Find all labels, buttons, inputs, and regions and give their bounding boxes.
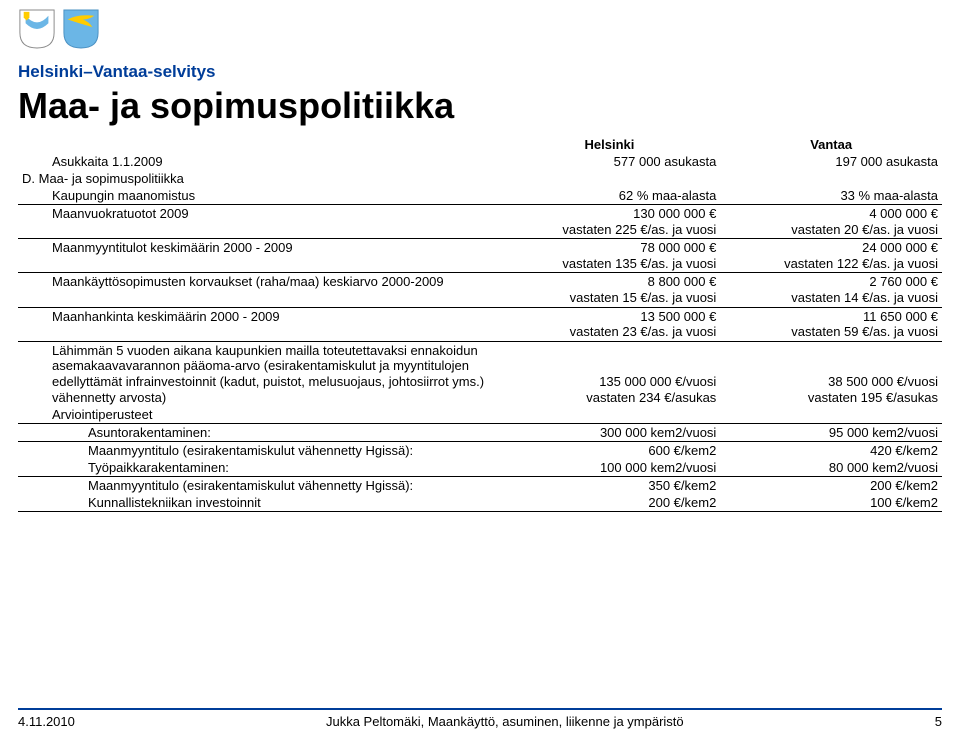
acq-vantaa: 11 650 000 € vastaten 59 €/as. ja vuosi (720, 307, 942, 341)
comp-vantaa: 2 760 000 € vastaten 14 €/as. ja vuosi (720, 273, 942, 307)
capital-h-per: vastaten 234 €/asukas (586, 390, 716, 405)
rent-v-value: 4 000 000 € (869, 206, 938, 221)
ownership-vantaa: 33 % maa-alasta (720, 187, 942, 204)
residents-label: Asukkaita 1.1.2009 (18, 153, 499, 170)
sales-h-value: 78 000 000 € (640, 240, 716, 255)
rent-h-per: vastaten 225 €/as. ja vuosi (562, 222, 716, 237)
rent-vantaa: 4 000 000 € vastaten 20 €/as. ja vuosi (720, 205, 942, 239)
rent-helsinki: 130 000 000 € vastaten 225 €/as. ja vuos… (499, 205, 721, 239)
criteria-label: Arviointiperusteet (18, 406, 499, 423)
jobs-vantaa: 80 000 kem2/vuosi (720, 459, 942, 476)
comp-label: Maankäyttösopimusten korvaukset (raha/ma… (18, 273, 499, 307)
survey-title: Helsinki–Vantaa-selvitys (18, 62, 216, 82)
income1-label: Maanmyyntitulo (esirakentamiskulut vähen… (18, 442, 499, 460)
sales-h-per: vastaten 135 €/as. ja vuosi (562, 256, 716, 271)
rent-v-per: vastaten 20 €/as. ja vuosi (791, 222, 938, 237)
table-row: Maankäyttösopimusten korvaukset (raha/ma… (18, 273, 942, 307)
acq-h-per: vastaten 23 €/as. ja vuosi (570, 324, 717, 339)
comp-v-per: vastaten 14 €/as. ja vuosi (791, 290, 938, 305)
table-row: Maanmyyntitulo (esirakentamiskulut vähen… (18, 477, 942, 495)
table-row: Maanmyyntitulot keskimäärin 2000 - 2009 … (18, 239, 942, 273)
table-row: D. Maa- ja sopimuspolitiikka (18, 170, 942, 187)
section-d-label: D. Maa- ja sopimuspolitiikka (18, 170, 499, 187)
acq-label: Maanhankinta keskimäärin 2000 - 2009 (18, 307, 499, 341)
comp-v-value: 2 760 000 € (869, 274, 938, 289)
footer-date: 4.11.2010 (18, 714, 75, 729)
table-row: Kaupungin maanomistus 62 % maa-alasta 33… (18, 187, 942, 204)
capital-h-value: 135 000 000 €/vuosi (599, 374, 716, 389)
page-footer: 4.11.2010 Jukka Peltomäki, Maankäyttö, a… (18, 708, 942, 729)
residents-vantaa: 197 000 asukasta (720, 153, 942, 170)
acq-v-value: 11 650 000 € (863, 309, 938, 324)
income1-vantaa: 420 €/kem2 (720, 442, 942, 460)
column-header-helsinki: Helsinki (499, 136, 721, 153)
table-row: Asukkaita 1.1.2009 577 000 asukasta 197 … (18, 153, 942, 170)
table-header-row: Helsinki Vantaa (18, 136, 942, 153)
capital-v-per: vastaten 195 €/asukas (808, 390, 938, 405)
ownership-label: Kaupungin maanomistus (18, 187, 499, 204)
income2-vantaa: 200 €/kem2 (720, 477, 942, 495)
ownership-helsinki: 62 % maa-alasta (499, 187, 721, 204)
sales-v-value: 24 000 000 € (862, 240, 938, 255)
table-row: Arviointiperusteet (18, 406, 942, 423)
table-row: Maanvuokratuotot 2009 130 000 000 € vast… (18, 205, 942, 239)
jobs-helsinki: 100 000 kem2/vuosi (499, 459, 721, 476)
housing-vantaa: 95 000 kem2/vuosi (720, 424, 942, 442)
housing-label: Asuntorakentaminen: (18, 424, 499, 442)
rent-label: Maanvuokratuotot 2009 (18, 205, 499, 239)
vantaa-crest-icon (62, 8, 100, 50)
infra-vantaa: 100 €/kem2 (720, 494, 942, 511)
comp-h-per: vastaten 15 €/as. ja vuosi (570, 290, 717, 305)
income2-label: Maanmyyntitulo (esirakentamiskulut vähen… (18, 477, 499, 495)
table-row: Kunnallistekniikan investoinnit 200 €/ke… (18, 494, 942, 511)
acq-h-value: 13 500 000 € (640, 309, 716, 324)
table-row: Lähimmän 5 vuoden aikana kaupunkien mail… (18, 341, 942, 406)
comp-helsinki: 8 800 000 € vastaten 15 €/as. ja vuosi (499, 273, 721, 307)
footer-author: Jukka Peltomäki, Maankäyttö, asuminen, l… (326, 714, 684, 729)
separator (18, 511, 942, 512)
sales-vantaa: 24 000 000 € vastaten 122 €/as. ja vuosi (720, 239, 942, 273)
rent-h-value: 130 000 000 € (633, 206, 716, 221)
sales-v-per: vastaten 122 €/as. ja vuosi (784, 256, 938, 271)
sales-helsinki: 78 000 000 € vastaten 135 €/as. ja vuosi (499, 239, 721, 273)
table-row: Työpaikkarakentaminen: 100 000 kem2/vuos… (18, 459, 942, 476)
income1-helsinki: 600 €/kem2 (499, 442, 721, 460)
footer-page-number: 5 (935, 714, 942, 729)
comp-h-value: 8 800 000 € (648, 274, 717, 289)
infra-label: Kunnallistekniikan investoinnit (18, 494, 499, 511)
acq-helsinki: 13 500 000 € vastaten 23 €/as. ja vuosi (499, 307, 721, 341)
infra-helsinki: 200 €/kem2 (499, 494, 721, 511)
page-title: Maa- ja sopimuspolitiikka (18, 85, 454, 127)
table-row: Asuntorakentaminen: 300 000 kem2/vuosi 9… (18, 424, 942, 442)
helsinki-crest-icon (18, 8, 56, 50)
capital-v-value: 38 500 000 €/vuosi (828, 374, 938, 389)
column-header-vantaa: Vantaa (720, 136, 942, 153)
residents-helsinki: 577 000 asukasta (499, 153, 721, 170)
comparison-table: Helsinki Vantaa Asukkaita 1.1.2009 577 0… (18, 136, 942, 512)
housing-helsinki: 300 000 kem2/vuosi (499, 424, 721, 442)
jobs-label: Työpaikkarakentaminen: (18, 459, 499, 476)
capital-helsinki: 135 000 000 €/vuosi vastaten 234 €/asuka… (499, 341, 721, 406)
logo-area (18, 8, 100, 50)
table-row: Maanmyyntitulo (esirakentamiskulut vähen… (18, 442, 942, 460)
capital-vantaa: 38 500 000 €/vuosi vastaten 195 €/asukas (720, 341, 942, 406)
table-row: Maanhankinta keskimäärin 2000 - 2009 13 … (18, 307, 942, 341)
acq-v-per: vastaten 59 €/as. ja vuosi (791, 324, 938, 339)
sales-label: Maanmyyntitulot keskimäärin 2000 - 2009 (18, 239, 499, 273)
income2-helsinki: 350 €/kem2 (499, 477, 721, 495)
capital-label: Lähimmän 5 vuoden aikana kaupunkien mail… (18, 341, 499, 406)
